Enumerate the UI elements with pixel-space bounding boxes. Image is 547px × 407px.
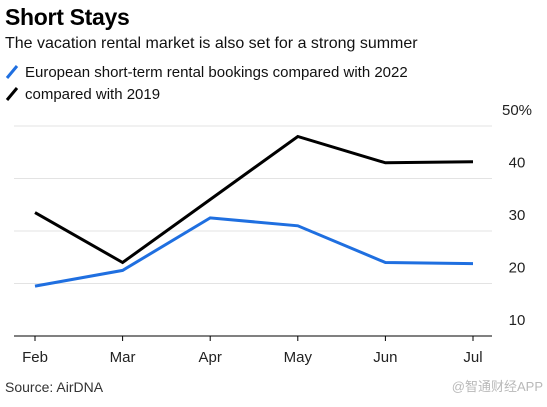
x-tick-label-may: May — [284, 349, 313, 366]
series-line-1 — [34, 134, 474, 265]
x-tick-label-feb: Feb — [22, 349, 48, 366]
chart-legend: European short-term rental bookings comp… — [5, 61, 408, 105]
chart-subtitle: The vacation rental market is also set f… — [5, 35, 418, 52]
series-line-0 — [34, 216, 474, 288]
y-tick-label: 50% — [502, 102, 532, 119]
x-tick-label-jun: Jun — [373, 349, 397, 366]
chart-title: Short Stays — [5, 4, 130, 30]
legend-item-2022: European short-term rental bookings comp… — [5, 61, 408, 83]
y-tick-label: 40 — [509, 155, 526, 172]
legend-swatch-2022 — [5, 64, 19, 80]
x-tick-label-jul: Jul — [463, 349, 482, 366]
legend-label-2019: compared with 2019 — [25, 85, 161, 103]
y-tick-label: 30 — [509, 207, 526, 224]
legend-item-2019: compared with 2019 — [5, 83, 408, 105]
x-tick-label-apr: Apr — [199, 349, 222, 366]
legend-swatch-2019 — [5, 86, 19, 102]
y-tick-label: 10 — [509, 312, 526, 329]
x-tick-label-mar: Mar — [110, 349, 136, 366]
watermark: @智通财经APP — [451, 379, 543, 394]
legend-label-2022: European short-term rental bookings comp… — [25, 63, 408, 81]
y-tick-label: 20 — [509, 260, 526, 277]
source-note: Source: AirDNA — [5, 379, 104, 395]
